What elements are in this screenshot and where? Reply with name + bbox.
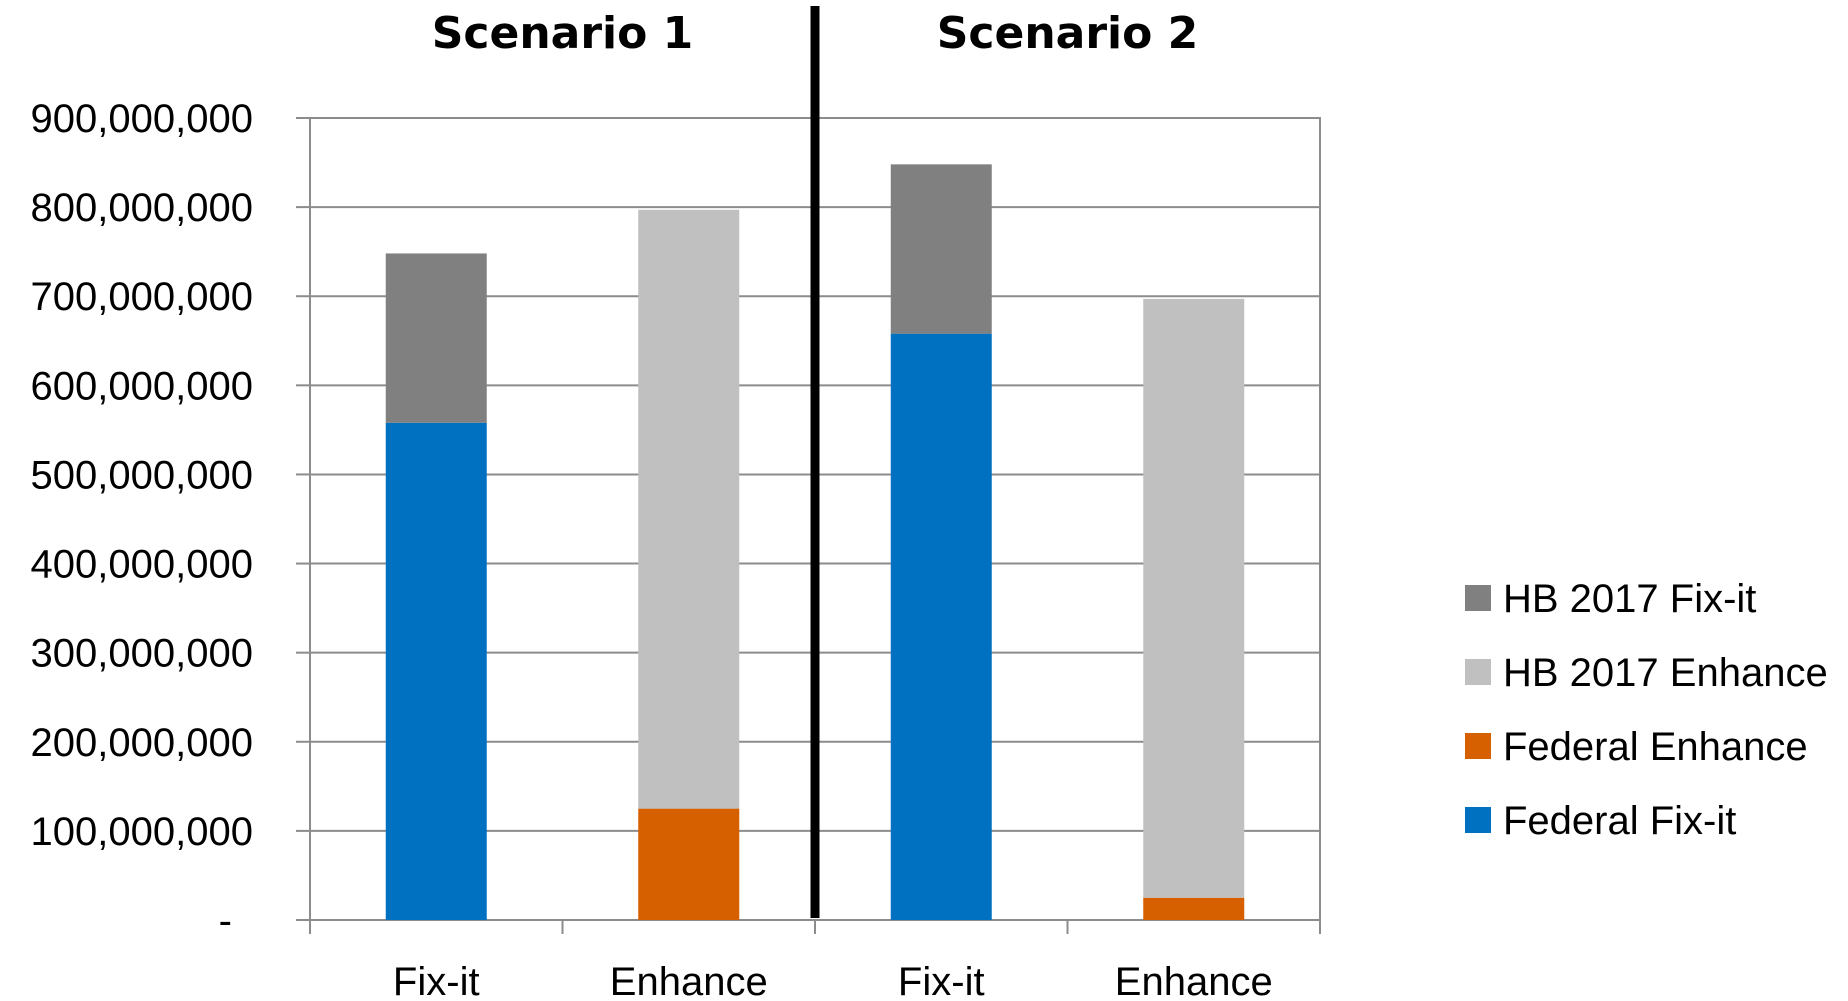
legend-swatch	[1465, 659, 1491, 685]
bar-segment-federal-fix-it	[385, 422, 487, 920]
scenario-label: Scenario 2	[937, 8, 1199, 59]
y-tick-label: 800,000,000	[31, 186, 253, 230]
legend-label: Federal Fix-it	[1503, 799, 1736, 843]
legend-swatch	[1465, 733, 1491, 759]
legend-swatch	[1465, 585, 1491, 611]
y-tick-label: 300,000,000	[31, 632, 253, 676]
legend-label: HB 2017 Enhance	[1503, 651, 1828, 695]
scenario-label: Scenario 1	[432, 8, 694, 59]
bar-segment-federal-fix-it	[890, 333, 992, 920]
legend-label: Federal Enhance	[1503, 725, 1808, 769]
y-tick-label: 100,000,000	[31, 810, 253, 854]
bar-segment-hb-2017-fix-it	[385, 253, 487, 423]
y-tick-label: 600,000,000	[31, 364, 253, 408]
y-tick-label: 500,000,000	[31, 453, 253, 497]
y-tick-label: 400,000,000	[31, 543, 253, 587]
bar-segment-hb-2017-fix-it	[890, 164, 992, 334]
x-category-label: Fix-it	[393, 960, 480, 1001]
legend-label: HB 2017 Fix-it	[1503, 577, 1756, 621]
y-tick-label: 200,000,000	[31, 721, 253, 765]
bar-segment-hb-2017-enhance	[638, 209, 740, 809]
y-tick-label: 700,000,000	[31, 275, 253, 319]
legend-swatch	[1465, 807, 1491, 833]
x-category-label: Enhance	[610, 960, 768, 1001]
x-category-label: Fix-it	[898, 960, 985, 1001]
y-tick-label: -	[219, 899, 232, 943]
bar-segment-hb-2017-enhance	[1143, 298, 1245, 898]
x-category-label: Enhance	[1115, 960, 1273, 1001]
bar-segment-federal-enhance	[638, 808, 740, 920]
bar-segment-federal-enhance	[1143, 897, 1245, 920]
y-tick-label: 900,000,000	[31, 97, 253, 141]
